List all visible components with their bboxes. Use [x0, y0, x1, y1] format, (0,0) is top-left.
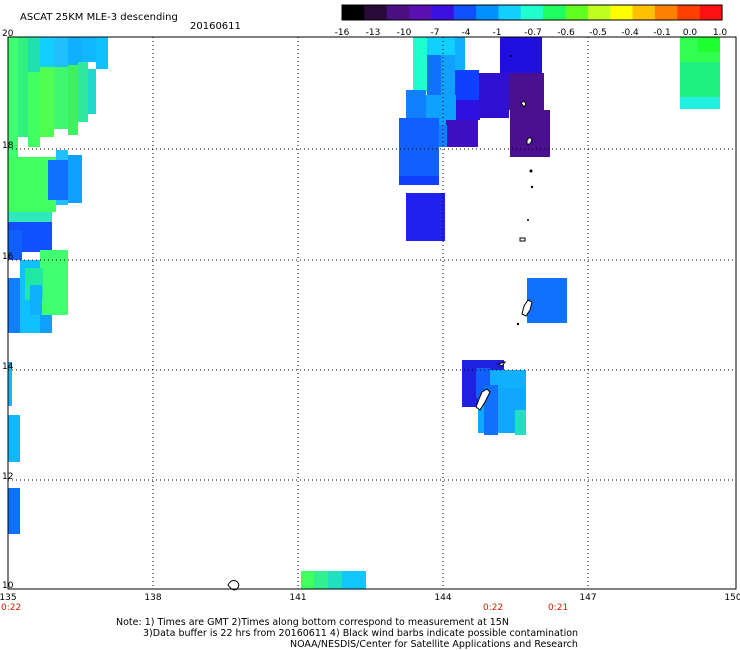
- lat-label: 12: [2, 472, 13, 482]
- colorbar-label: -16: [335, 28, 350, 38]
- product-date: 20160611: [190, 21, 241, 32]
- swath-center-upper: [399, 37, 550, 241]
- colorbar-label: 0.0: [683, 28, 698, 38]
- coastline-islands: [227, 55, 534, 591]
- lon-label: 144: [434, 593, 451, 603]
- note-line-3: NOAA/NESDIS/Center for Satellite Applica…: [290, 639, 578, 650]
- colorbar-label: -0.4: [621, 28, 639, 38]
- pass-time-label: 0:22: [483, 603, 503, 613]
- colorbar-swatch: [409, 5, 433, 20]
- colorbar-swatch: [476, 5, 500, 20]
- lon-label: 138: [144, 593, 161, 603]
- colorbar-swatch: [632, 5, 656, 20]
- map-frame: [7, 36, 737, 590]
- colorbar-swatch: [654, 5, 678, 20]
- swath-bottom: [301, 571, 366, 589]
- colorbar-label: -10: [397, 28, 412, 38]
- colorbar-label: -4: [462, 28, 471, 38]
- colorbar-swatch: [342, 5, 365, 20]
- graticule: [8, 37, 736, 589]
- note-line-2: 3)Data buffer is 22 hrs from 20160611 4)…: [143, 628, 578, 639]
- wind-swaths: [8, 37, 720, 589]
- lat-label: 10: [2, 581, 14, 591]
- colorbar-label: -0.6: [557, 28, 575, 38]
- colorbar-swatch: [587, 5, 611, 20]
- lon-label: 135: [0, 593, 17, 603]
- swath-left-middle: [8, 250, 68, 333]
- swath-center-lower: [462, 360, 526, 435]
- pass-time-label: 0:21: [548, 603, 568, 613]
- latitude-labels: 20 18 16 14 12 10: [2, 29, 14, 591]
- colorbar-label: -1: [493, 28, 502, 38]
- colorbar-labels: -16 -13 -10 -7 -4 -1 -0.7 -0.6 -0.5 -0.4…: [335, 28, 728, 38]
- colorbar-label: -0.7: [524, 28, 542, 38]
- longitude-labels: 135 138 141 144 147 150: [0, 593, 740, 603]
- colorbar-swatch: [498, 5, 522, 20]
- colorbar-frame: [341, 4, 723, 21]
- colorbar-label: 1.0: [713, 28, 728, 38]
- lon-label: 141: [289, 593, 306, 603]
- colorbar-label: -0.5: [589, 28, 607, 38]
- colorbar: -16 -13 -10 -7 -4 -1 -0.7 -0.6 -0.5 -0.4…: [335, 4, 728, 38]
- note-line-1: Note: 1) Times are GMT 2)Times along bot…: [116, 617, 509, 628]
- lon-label: 150: [724, 593, 740, 603]
- lat-label: 16: [2, 252, 14, 262]
- colorbar-swatch: [699, 5, 723, 20]
- colorbar-swatch: [364, 5, 388, 20]
- product-title: ASCAT 25KM MLE-3 descending: [20, 12, 178, 23]
- colorbar-swatch: [677, 5, 701, 20]
- colorbar-swatch: [543, 5, 567, 20]
- colorbar-label: -13: [366, 28, 381, 38]
- colorbar-swatch: [386, 5, 410, 20]
- colorbar-swatches: [342, 5, 723, 20]
- swath-right-upper: [680, 37, 720, 109]
- lat-label: 14: [2, 362, 14, 372]
- lat-label: 18: [2, 141, 14, 151]
- colorbar-swatch: [520, 5, 544, 20]
- colorbar-swatch: [431, 5, 455, 20]
- swath-left-upper: [8, 37, 108, 260]
- footer-notes: Note: 1) Times are GMT 2)Times along bot…: [116, 617, 578, 650]
- pass-time-labels: 0:22 0:22 0:21: [1, 603, 568, 613]
- colorbar-label: -0.1: [653, 28, 671, 38]
- pass-time-label: 0:22: [1, 603, 21, 613]
- swath-left-strips: [8, 362, 20, 534]
- colorbar-swatch: [453, 5, 477, 20]
- colorbar-label: -7: [431, 28, 440, 38]
- colorbar-swatch: [610, 5, 634, 20]
- lon-label: 147: [579, 593, 596, 603]
- lat-label: 20: [2, 29, 14, 39]
- colorbar-swatch: [565, 5, 589, 20]
- swath-center-right: [527, 278, 567, 323]
